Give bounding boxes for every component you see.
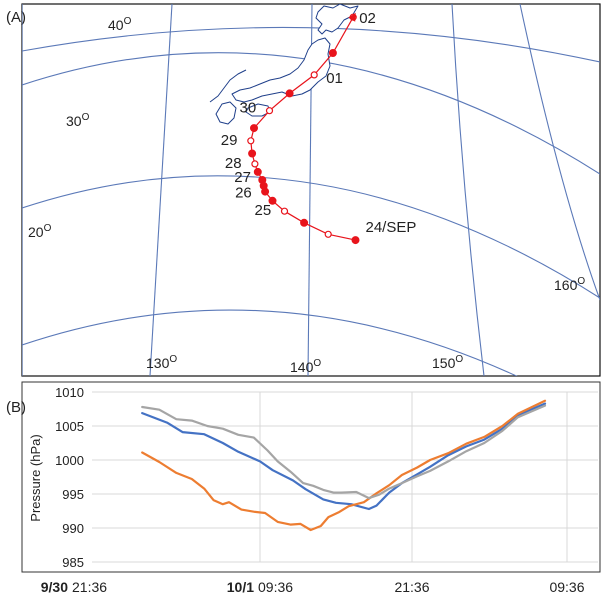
lon-label-140: 140O	[290, 358, 321, 375]
y-tick-labels: 985 990 995 1000 1005 1010	[55, 385, 84, 570]
track-day-label: 02	[359, 10, 376, 27]
series-lines	[141, 399, 547, 532]
track-point	[310, 71, 318, 79]
track-point	[250, 124, 259, 133]
x-tick-label: 10/1 09:36	[227, 579, 293, 595]
parallel-40	[22, 26, 600, 63]
x-tick-date: 9/30	[41, 579, 68, 595]
track-day-label: 30	[240, 100, 257, 117]
track-point	[248, 149, 257, 158]
track-point	[253, 167, 262, 176]
lat-label-20: 20O	[28, 223, 52, 240]
parallel-20	[22, 175, 600, 299]
x-tick-label: 21:36	[394, 579, 429, 595]
japan-coastline	[209, 4, 359, 125]
y-tick-label: 1010	[55, 385, 84, 400]
meridian-130	[149, 4, 173, 376]
x-tick-time: 09:36	[258, 579, 293, 595]
x-tick-label: 9/30 21:36	[41, 579, 107, 595]
track-point	[268, 196, 277, 205]
lon-label-160: 160O	[554, 276, 585, 293]
lat-label-30: 30O	[66, 112, 90, 129]
y-tick-label: 1005	[55, 419, 84, 434]
track-arrow-head	[348, 12, 356, 22]
lon-label-130: 130O	[146, 354, 177, 371]
panel-b-label: (B)	[6, 399, 26, 416]
track-point	[351, 236, 360, 245]
lat-label-40: 40O	[108, 16, 132, 33]
track-day-label: 29	[221, 132, 238, 149]
x-tick-date: 10/1	[227, 579, 254, 595]
track-point	[328, 48, 337, 57]
korea-coast	[209, 69, 247, 103]
lon-label-150: 150O	[432, 354, 463, 371]
track-day-label: 25	[255, 202, 272, 219]
x-tick-labels: 9/30 21:36 10/1 09:36 21:36 09:36	[41, 579, 585, 595]
y-tick-label: 995	[62, 487, 84, 502]
honshu-shape	[231, 37, 331, 103]
x-tick-time: 21:36	[394, 579, 429, 595]
track-point	[247, 137, 255, 145]
y-axis-label: Pressure (hPa)	[28, 434, 43, 521]
x-tick-time: 09:36	[549, 579, 584, 595]
track-point	[258, 176, 267, 185]
series-line-3	[141, 404, 547, 500]
y-tick-label: 1000	[55, 453, 84, 468]
track-day-label: 26	[235, 185, 252, 202]
y-tick-label: 985	[62, 555, 84, 570]
longitude-labels: 130O 140O 150O 160O	[146, 276, 585, 375]
map-panel: (A)	[6, 3, 601, 377]
track-day-label: 24/SEP	[366, 219, 417, 236]
track-day-label: 01	[326, 70, 343, 87]
latitude-labels: 40O 30O 20O	[28, 16, 132, 240]
hokkaido-shape	[315, 4, 359, 35]
typhoon-track-line	[250, 16, 356, 241]
series-line-1	[141, 402, 547, 511]
panel-a-label: (A)	[6, 9, 26, 26]
y-tick-label: 990	[62, 521, 84, 536]
track-point	[300, 218, 309, 227]
track-point	[324, 230, 332, 238]
track-day-label: 28	[225, 155, 242, 172]
typhoon-track-points	[247, 12, 360, 245]
x-tick-time: 21:36	[72, 579, 107, 595]
y-gridlines	[92, 391, 598, 563]
track-point	[265, 107, 274, 115]
series-line-2	[141, 399, 547, 532]
meridian-150	[451, 4, 485, 376]
meridian-160	[519, 4, 600, 301]
track-point	[285, 89, 294, 98]
kyushu-shape	[215, 101, 237, 125]
x-tick-label: 09:36	[549, 579, 584, 595]
chart-frame	[21, 381, 601, 573]
parallel-10	[22, 309, 518, 376]
track-point	[251, 160, 259, 168]
track-point	[280, 207, 289, 215]
track-day-label: 27	[234, 169, 251, 186]
